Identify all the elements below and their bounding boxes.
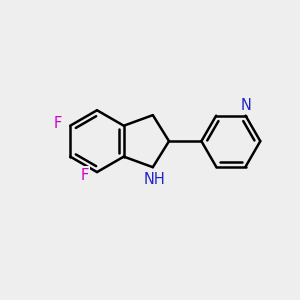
Text: F: F <box>54 116 62 131</box>
Text: N: N <box>241 98 252 113</box>
Text: N: N <box>241 98 252 113</box>
Text: NH: NH <box>143 172 165 187</box>
Text: F: F <box>80 167 89 182</box>
Text: F: F <box>80 167 89 182</box>
Text: NH: NH <box>143 172 165 187</box>
Text: F: F <box>54 116 62 131</box>
